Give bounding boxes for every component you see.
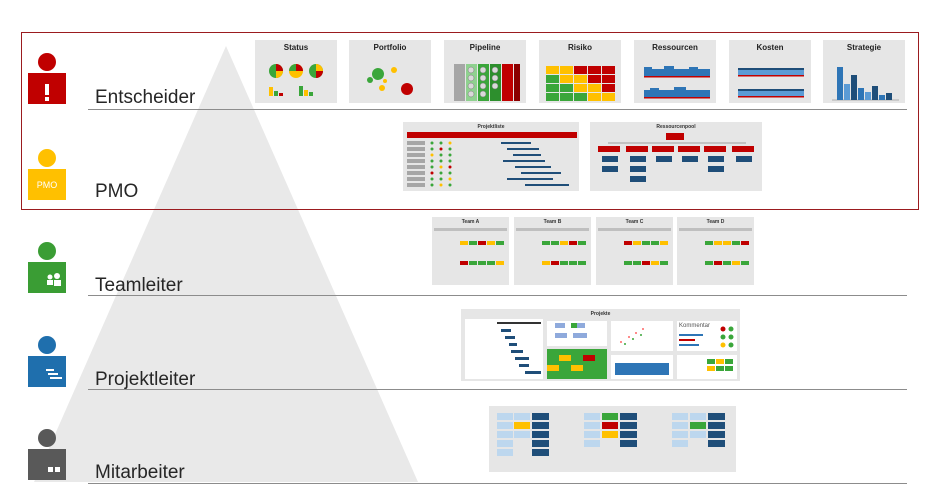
- team-d-title: Team D: [706, 219, 725, 225]
- pipeline-title: Pipeline: [469, 43, 501, 52]
- divider-mitarbeiter: [88, 483, 907, 484]
- costs-dashboard-thumbnail[interactable]: Kosten: [729, 40, 811, 103]
- pmo-user-icon: [28, 149, 66, 200]
- level-label-entscheider: Entscheider: [95, 87, 196, 108]
- resources-dashboard-thumbnail[interactable]: Ressourcen: [634, 40, 716, 103]
- task-board-thumbnail[interactable]: [489, 406, 736, 472]
- resource-pool-title: Ressourcenpool: [656, 124, 696, 130]
- level-label-pmo: PMO: [95, 181, 139, 202]
- costs-chart-graphic: [738, 68, 804, 98]
- resources-title: Ressourcen: [652, 43, 698, 52]
- team-c-thumbnail[interactable]: Team C: [596, 217, 673, 285]
- divider-entscheider: [88, 109, 907, 110]
- pipeline-dashboard-thumbnail[interactable]: Pipeline: [444, 40, 526, 103]
- divider-teamleiter: [88, 295, 907, 296]
- project-list-gantt-graphic: [407, 132, 577, 187]
- strategy-title: Strategie: [846, 43, 882, 52]
- project-leader-icon: [28, 336, 66, 387]
- strategy-chart-graphic: [832, 67, 899, 101]
- risk-title: Risiko: [567, 43, 592, 52]
- management-frame: [21, 32, 919, 210]
- risk-heatmap-graphic: [546, 66, 615, 101]
- projects-preview-graphic: [465, 319, 737, 379]
- level-label-teamleiter: Teamleiter: [95, 275, 183, 296]
- level-label-projektleiter: Projektleiter: [95, 369, 196, 390]
- team-leader-icon: [28, 242, 66, 293]
- status-preview-graphic: [269, 64, 323, 96]
- resources-chart-graphic: [644, 66, 710, 99]
- team-b-title: Team B: [543, 219, 562, 225]
- decision-maker-icon: [28, 53, 66, 104]
- risk-dashboard-thumbnail[interactable]: Risiko: [539, 40, 621, 103]
- resource-pool-orgchart-graphic: [598, 133, 754, 182]
- team-b-capacity-graphic: [516, 228, 589, 265]
- team-a-capacity-graphic: [434, 228, 507, 265]
- costs-title: Kosten: [756, 43, 784, 52]
- projects-dashboard-thumbnail[interactable]: Projekte Kommentar: [461, 309, 740, 381]
- project-list-thumbnail[interactable]: Projektliste: [403, 122, 579, 191]
- project-list-title: Projektliste: [477, 124, 505, 130]
- task-board-graphic: [497, 413, 725, 456]
- team-d-capacity-graphic: [679, 228, 752, 265]
- pipeline-preview-graphic: [454, 64, 520, 101]
- strategy-dashboard-thumbnail[interactable]: Strategie: [823, 40, 905, 103]
- level-label-mitarbeiter: Mitarbeiter: [95, 462, 185, 483]
- resource-pool-thumbnail[interactable]: Ressourcenpool: [590, 122, 762, 191]
- portfolio-dashboard-thumbnail[interactable]: Portfolio: [349, 40, 431, 103]
- team-a-thumbnail[interactable]: Team A: [432, 217, 509, 285]
- status-title: Status: [283, 43, 309, 52]
- team-a-title: Team A: [461, 219, 480, 225]
- team-b-thumbnail[interactable]: Team B: [514, 217, 591, 285]
- portfolio-title: Portfolio: [373, 43, 407, 52]
- employee-icon: [28, 429, 66, 480]
- team-c-capacity-graphic: [598, 228, 671, 265]
- divider-projektleiter: [88, 389, 907, 390]
- portfolio-bubble-graphic: [367, 67, 413, 95]
- team-d-thumbnail[interactable]: Team D: [677, 217, 754, 285]
- projects-title: Projekte: [590, 311, 611, 317]
- pmo-badge-text: PMO: [36, 180, 58, 190]
- status-dashboard-thumbnail[interactable]: Status: [255, 40, 337, 103]
- comment-box-label: Kommentar: [679, 323, 711, 329]
- team-c-title: Team C: [625, 219, 644, 225]
